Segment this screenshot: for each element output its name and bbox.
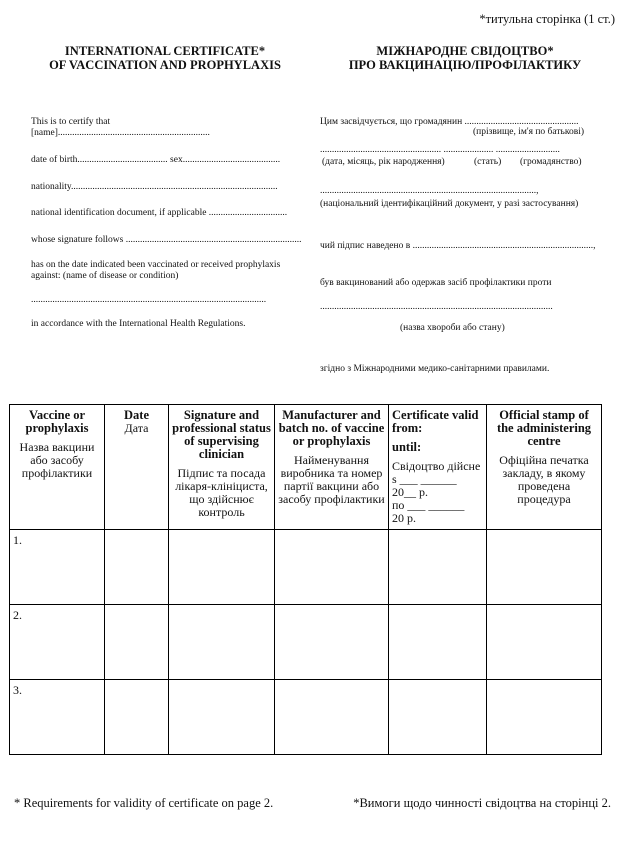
title-en: INTERNATIONAL CERTIFICATE* OF VACCINATION… [49, 44, 281, 72]
ua-line: (громадянство) [520, 157, 582, 167]
en-line: ........................................… [31, 295, 267, 305]
header-stamp: Official stamp of the administering cent… [486, 404, 602, 530]
footer-en: * Requirements for validity of certifica… [14, 796, 274, 810]
header-manufacturer: Manufacturer and batch no. of vaccine or… [274, 404, 389, 530]
ua-line: ........................................… [320, 186, 539, 196]
table-row: 3. [9, 679, 602, 755]
en-line: in accordance with the International Hea… [31, 319, 246, 329]
footer-ua: *Вимоги щодо чинності свідоцтва на сторі… [353, 796, 611, 810]
table-header-row: Vaccine or prophylaxis Назва вакцини або … [9, 404, 602, 530]
ua-line: ........................................… [320, 145, 560, 155]
header-validity: Certificate valid from: until: Свідоцтво д… [388, 404, 487, 530]
page-note: *титульна сторінка (1 ст.) [479, 12, 615, 26]
ua-line: (дата, місяць, рік народження) [322, 157, 445, 167]
en-line: has on the date indicated been vaccinate… [31, 260, 281, 270]
ua-line: (прізвище, ім'я по батькові) [473, 127, 585, 137]
ua-line: ........................................… [320, 302, 553, 312]
table-row: 2. [9, 604, 602, 680]
vaccination-table: Vaccine or prophylaxis Назва вакцини або … [9, 404, 602, 755]
table-row: 1. [9, 529, 602, 605]
header-signature: Signature and professional status of sup… [168, 404, 275, 530]
ua-line: був вакцинований або одержав засіб профі… [320, 278, 552, 288]
en-line: against: (name of disease or condition) [31, 271, 179, 281]
en-line: This is to certify that [31, 117, 111, 127]
ua-line: (назва хвороби або стану) [400, 323, 505, 333]
header-vaccine: Vaccine or prophylaxis Назва вакцини або … [9, 404, 105, 530]
title-ua: МІЖНАРОДНЕ СВІДОЦТВО* ПРО ВАКЦИНАЦІЮ/ПРОФ… [348, 44, 582, 72]
ua-line: згідно з Міжнародними медико-санітарними… [320, 364, 550, 374]
en-line: date of birth...........................… [31, 155, 281, 165]
ua-line: Цим засвідчується, що громадянин .......… [320, 117, 579, 127]
en-line: national identification document, if app… [31, 208, 288, 218]
en-line: nationality.............................… [31, 182, 278, 192]
en-line: whose signature follows ................… [31, 235, 302, 245]
ua-line: чий підпис наведено в ..................… [320, 241, 596, 251]
en-line: [name]..................................… [31, 128, 210, 138]
header-date: Date Дата [104, 404, 169, 530]
ua-line: (стать) [474, 157, 502, 167]
ua-line: (національний ідентифікаційний документ,… [320, 199, 579, 209]
